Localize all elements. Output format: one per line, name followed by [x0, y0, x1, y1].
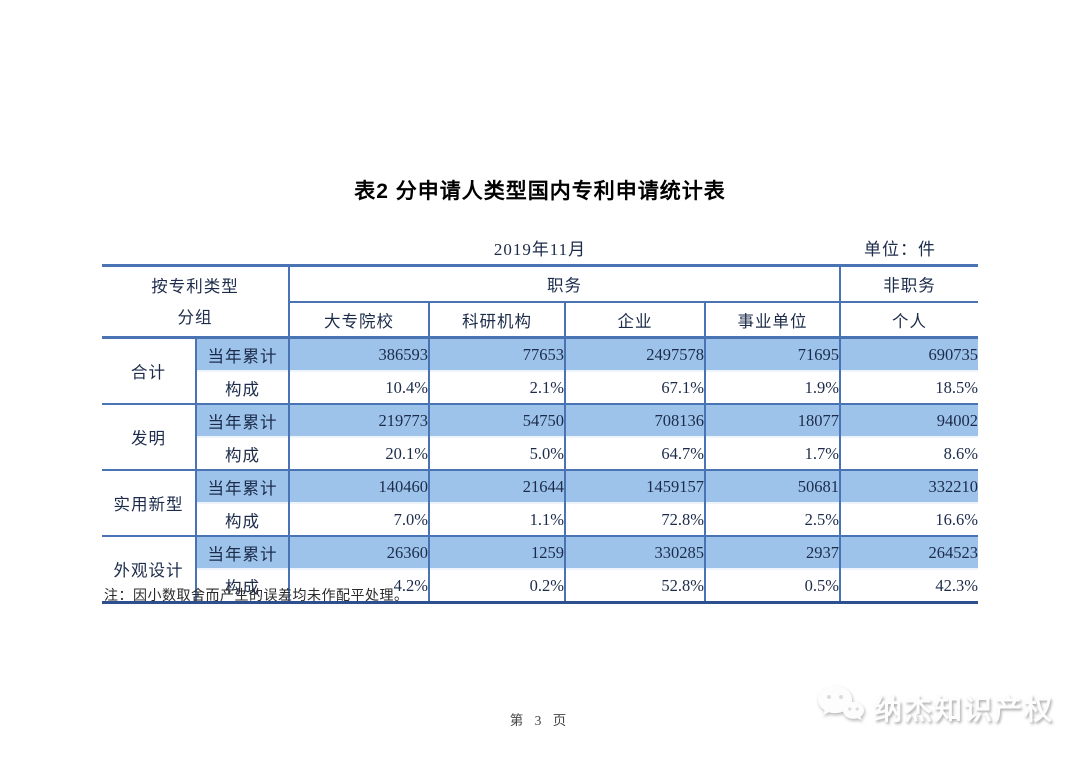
cell-value: 1.1% [428, 502, 565, 536]
cell-value: 5.0% [428, 436, 565, 470]
cell-value: 71695 [704, 336, 840, 371]
metric-label-share: 构成 [195, 436, 289, 470]
cell-value: 7.0% [288, 502, 429, 536]
cell-value: 10.4% [288, 370, 429, 404]
cell-value: 264523 [839, 535, 978, 569]
cell-value: 708136 [564, 403, 705, 437]
watermark-text: 纳杰知识产权 [873, 693, 1054, 725]
metric-label-cumulative: 当年累计 [195, 535, 289, 569]
cell-value: 21644 [428, 469, 565, 503]
cell-value: 72.8% [564, 502, 705, 536]
header-col-enterprises: 企业 [564, 302, 705, 339]
table-footnote: 注：因小数取舍而产生的误差均未作配平处理。 [104, 589, 409, 604]
cell-value: 67.1% [564, 370, 705, 404]
patent-statistics-table: 按专利类型 分组 职务 非职务 大专院校 科研机构 企业 事业单位 个人 合计 … [102, 264, 978, 604]
cell-value: 1.7% [704, 436, 840, 470]
cell-value: 50681 [704, 469, 840, 503]
cell-value: 0.2% [428, 568, 565, 603]
cell-value: 26360 [288, 535, 429, 569]
cell-value: 94002 [839, 403, 978, 437]
cell-value: 4.2% [288, 568, 429, 603]
header-row-1: 按专利类型 分组 职务 非职务 [102, 265, 978, 339]
cell-value: 42.3% [839, 568, 978, 603]
metric-label-share: 构成 [195, 370, 289, 404]
header-col-universities: 大专院校 [288, 302, 429, 339]
header-col-public-institutions: 事业单位 [704, 302, 840, 339]
table-caption-row: 2019年11月 单位：件 [102, 235, 978, 259]
header-col-research-institutes: 科研机构 [428, 302, 565, 339]
table-row: 实用新型 当年累计 140460 21644 1459157 50681 332… [102, 469, 978, 536]
header-group-line1: 按专利类型 [151, 276, 239, 296]
header-group-line2: 分组 [177, 307, 213, 327]
header-non-service: 非职务 [839, 265, 978, 303]
table-row: 构成 7.0% 1.1% 72.8% 2.5% 16.6% [102, 502, 978, 536]
cell-value: 16.6% [839, 502, 978, 536]
metric-label-cumulative: 当年累计 [195, 403, 289, 437]
row-group-label-total: 合计 [102, 336, 196, 404]
table-row: 构成 20.1% 5.0% 64.7% 1.7% 8.6% [102, 436, 978, 470]
cell-value: 18.5% [839, 370, 978, 404]
cell-value: 330285 [564, 535, 705, 569]
cell-value: 0.5% [704, 568, 840, 603]
table-row: 发明 当年累计 219773 54750 708136 18077 94002 [102, 403, 978, 470]
metric-label-cumulative: 当年累计 [195, 469, 289, 503]
header-service: 职务 [288, 265, 840, 303]
page-number: 第 3 页 [509, 713, 571, 728]
cell-value: 2497578 [564, 336, 705, 371]
unit-label: 单位：件 [864, 240, 936, 259]
period-label: 2019年11月 [493, 240, 587, 259]
row-group-label-utility-model: 实用新型 [102, 469, 196, 536]
cell-value: 20.1% [288, 436, 429, 470]
cell-value: 52.8% [564, 568, 705, 603]
cell-value: 18077 [704, 403, 840, 437]
table-row: 构成 10.4% 2.1% 67.1% 1.9% 18.5% [102, 370, 978, 404]
cell-value: 219773 [288, 403, 429, 437]
cell-value: 2.5% [704, 502, 840, 536]
cell-value: 140460 [288, 469, 429, 503]
cell-value: 54750 [428, 403, 565, 437]
header-col-individuals: 个人 [839, 302, 978, 339]
table-row: 外观设计 当年累计 26360 1259 330285 2937 264523 [102, 535, 978, 603]
row-group-label-invention: 发明 [102, 403, 196, 470]
cell-value: 1459157 [564, 469, 705, 503]
metric-label-share: 构成 [195, 502, 289, 536]
cell-value: 386593 [288, 336, 429, 371]
page-title: 表2 分申请人类型国内专利申请统计表 [354, 180, 726, 203]
watermark: 纳杰知识产权 [816, 684, 1054, 731]
cell-value: 64.7% [564, 436, 705, 470]
cell-value: 1.9% [704, 370, 840, 404]
table-row: 构成 4.2% 0.2% 52.8% 0.5% 42.3% [102, 568, 978, 603]
metric-label-cumulative: 当年累计 [195, 336, 289, 371]
cell-value: 2.1% [428, 370, 565, 404]
cell-value: 690735 [839, 336, 978, 371]
cell-value: 77653 [428, 336, 565, 371]
cell-value: 2937 [704, 535, 840, 569]
row-group-label-design: 外观设计 [102, 535, 196, 603]
metric-label-share: 构成 [195, 568, 289, 603]
table-row: 合计 当年累计 386593 77653 2497578 71695 69073… [102, 336, 978, 404]
cell-value: 8.6% [839, 436, 978, 470]
header-row-2: 大专院校 科研机构 企业 事业单位 个人 [102, 302, 978, 339]
cell-value: 332210 [839, 469, 978, 503]
header-group-by-type: 按专利类型 分组 [102, 265, 289, 339]
cell-value: 1259 [428, 535, 565, 569]
wechat-bubbles-icon [816, 684, 866, 731]
